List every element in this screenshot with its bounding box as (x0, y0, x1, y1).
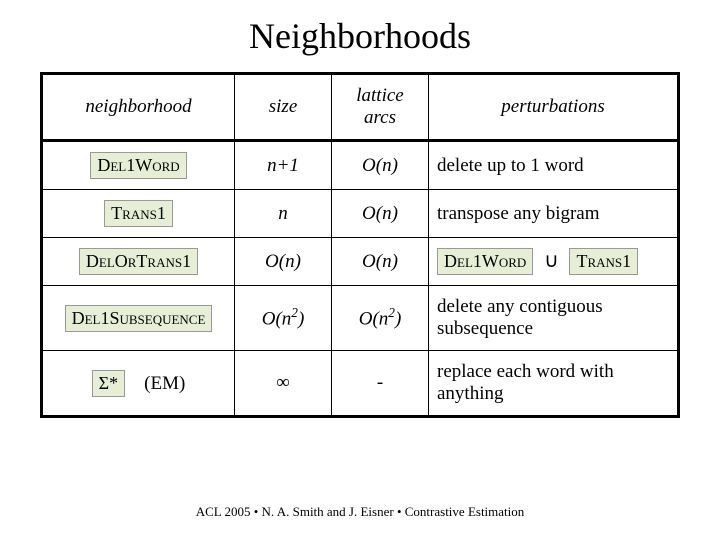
chip-trans1-inline: Trans1 (569, 248, 638, 275)
table-row: Σ* (EM) ∞ - replace each word with anyth… (42, 351, 679, 417)
header-neighborhood: neighborhood (42, 74, 235, 141)
chip-del1word: Del1Word (90, 152, 186, 179)
table-row: Del1Word n+1 O(n) delete up to 1 word (42, 141, 679, 190)
cell-size: O(n2) (235, 286, 332, 351)
cell-size: n+1 (235, 141, 332, 190)
chip-delortrans1: DelOrTrans1 (79, 248, 198, 275)
chip-sigma-star: Σ* (92, 370, 125, 397)
cell-size: n (235, 190, 332, 238)
table-row: DelOrTrans1 O(n) O(n) Del1Word ∪ Trans1 (42, 238, 679, 286)
cell-neighborhood: Σ* (EM) (42, 351, 235, 417)
cell-arcs: O(n) (332, 190, 429, 238)
cell-perturbation: delete any contiguous subsequence (429, 286, 679, 351)
slide: Neighborhoods neighborhood size lattice … (0, 0, 720, 540)
em-label: (EM) (144, 373, 185, 394)
cell-size: ∞ (235, 351, 332, 417)
cell-arcs: - (332, 351, 429, 417)
table-row: Del1Subsequence O(n2) O(n2) delete any c… (42, 286, 679, 351)
cell-arcs: O(n) (332, 141, 429, 190)
cell-neighborhood: DelOrTrans1 (42, 238, 235, 286)
union-symbol: ∪ (538, 250, 565, 272)
table-header-row: neighborhood size lattice arcs perturbat… (42, 74, 679, 141)
cell-perturbation: Del1Word ∪ Trans1 (429, 238, 679, 286)
cell-arcs: O(n) (332, 238, 429, 286)
header-lattice-arcs: lattice arcs (332, 74, 429, 141)
neighborhoods-table: neighborhood size lattice arcs perturbat… (40, 72, 680, 418)
header-size: size (235, 74, 332, 141)
cell-neighborhood: Trans1 (42, 190, 235, 238)
cell-neighborhood: Del1Word (42, 141, 235, 190)
header-perturbations: perturbations (429, 74, 679, 141)
chip-del1subsequence: Del1Subsequence (65, 305, 213, 332)
cell-perturbation: replace each word with anything (429, 351, 679, 417)
chip-trans1: Trans1 (104, 200, 173, 227)
cell-neighborhood: Del1Subsequence (42, 286, 235, 351)
cell-size: O(n) (235, 238, 332, 286)
table-row: Trans1 n O(n) transpose any bigram (42, 190, 679, 238)
cell-perturbation: transpose any bigram (429, 190, 679, 238)
chip-del1word-inline: Del1Word (437, 248, 533, 275)
slide-footer: ACL 2005 • N. A. Smith and J. Eisner • C… (0, 504, 720, 520)
cell-perturbation: delete up to 1 word (429, 141, 679, 190)
cell-arcs: O(n2) (332, 286, 429, 351)
slide-title: Neighborhoods (40, 15, 680, 57)
